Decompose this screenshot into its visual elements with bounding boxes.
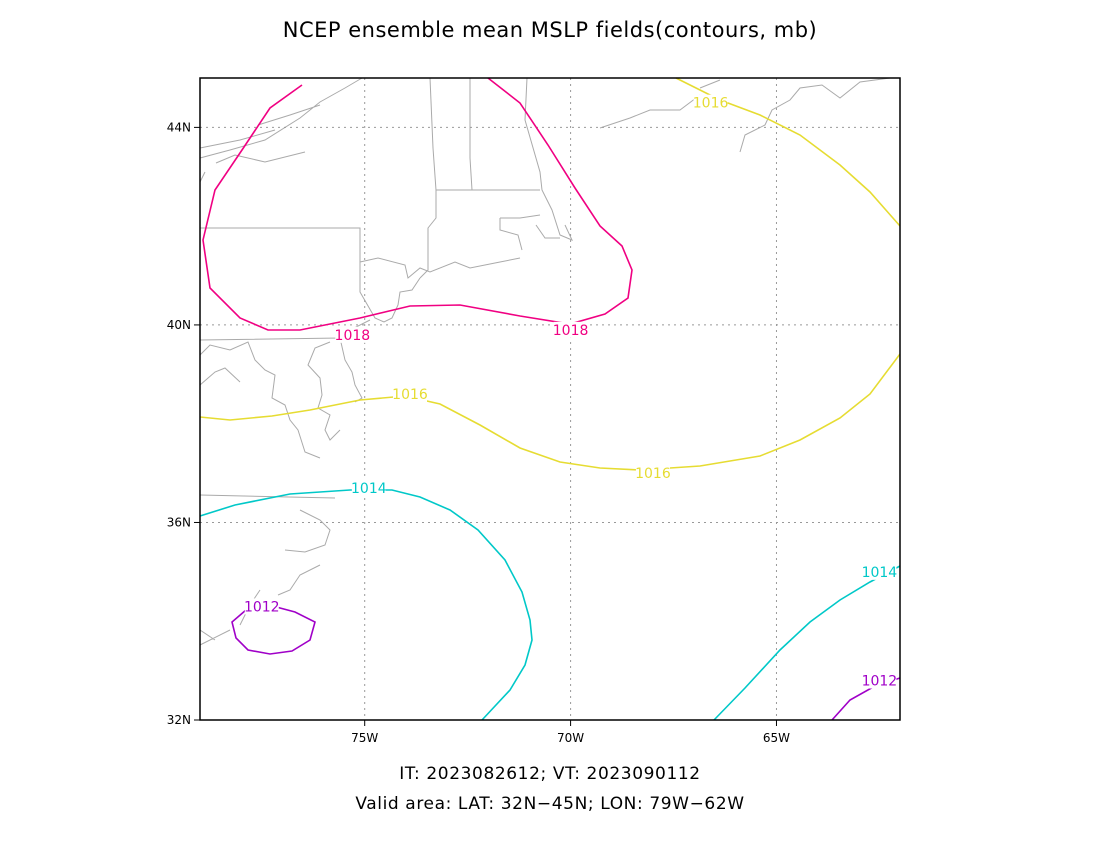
state-border-new-england bbox=[419, 77, 573, 279]
tick-label-lon: 70W bbox=[557, 731, 584, 745]
contour-1014-west bbox=[199, 489, 533, 721]
contour-label-bg bbox=[862, 672, 897, 689]
map-title: NCEP ensemble mean MSLP fields(contours,… bbox=[282, 18, 818, 42]
contour-labels: 1018 1018 1016 1016 1016 1014 1014 1012 1012 bbox=[244, 94, 898, 689]
grid-lines bbox=[200, 78, 900, 720]
footer-time-info: IT: 2023082612; VT: 2023090112 bbox=[399, 764, 701, 784]
contour-1018-northeast bbox=[202, 77, 633, 331]
contour-label-bg bbox=[351, 479, 386, 496]
contour-label-bg bbox=[635, 465, 670, 482]
contour-1016-middle bbox=[199, 353, 901, 471]
contour-1014-east bbox=[713, 565, 901, 721]
contour-1012-west bbox=[231, 603, 316, 655]
footer-valid-area: Valid area: LAT: 32N−45N; LON: 79W−62W bbox=[355, 794, 745, 814]
contour-label-1012: 1012 bbox=[244, 599, 280, 615]
contour-label-1012: 1012 bbox=[862, 673, 898, 689]
contour-label-1018: 1018 bbox=[335, 328, 371, 344]
contour-label-bg bbox=[553, 321, 588, 338]
tick-label-lat: 40N bbox=[167, 318, 191, 332]
tick-label-lon: 65W bbox=[763, 731, 790, 745]
map-axes: 32N 36N 40N 44N 75W 70W 65W bbox=[167, 120, 790, 745]
contour-label-1014: 1014 bbox=[862, 565, 898, 581]
contour-label-1018: 1018 bbox=[553, 323, 589, 339]
tick-label-lat: 32N bbox=[167, 713, 191, 727]
contour-label-bg bbox=[393, 386, 427, 403]
tick-label-lon: 75W bbox=[351, 731, 378, 745]
mslp-contours bbox=[199, 77, 901, 721]
coastline-mid-atlantic bbox=[199, 227, 521, 646]
map-frame bbox=[199, 77, 901, 721]
tick-label-lat: 36N bbox=[167, 515, 191, 529]
coastline-maritimes bbox=[199, 77, 891, 183]
contour-label-bg bbox=[862, 563, 897, 580]
contour-label-bg bbox=[244, 598, 279, 615]
contour-label-bg bbox=[335, 326, 370, 343]
contour-label-1014: 1014 bbox=[351, 481, 387, 497]
contour-label-1016: 1016 bbox=[693, 96, 729, 112]
contour-label-1016: 1016 bbox=[635, 466, 671, 482]
contour-label-bg bbox=[693, 94, 728, 111]
coastlines bbox=[199, 77, 891, 646]
tick-label-lat: 44N bbox=[167, 120, 191, 134]
contour-label-1016: 1016 bbox=[392, 387, 428, 403]
